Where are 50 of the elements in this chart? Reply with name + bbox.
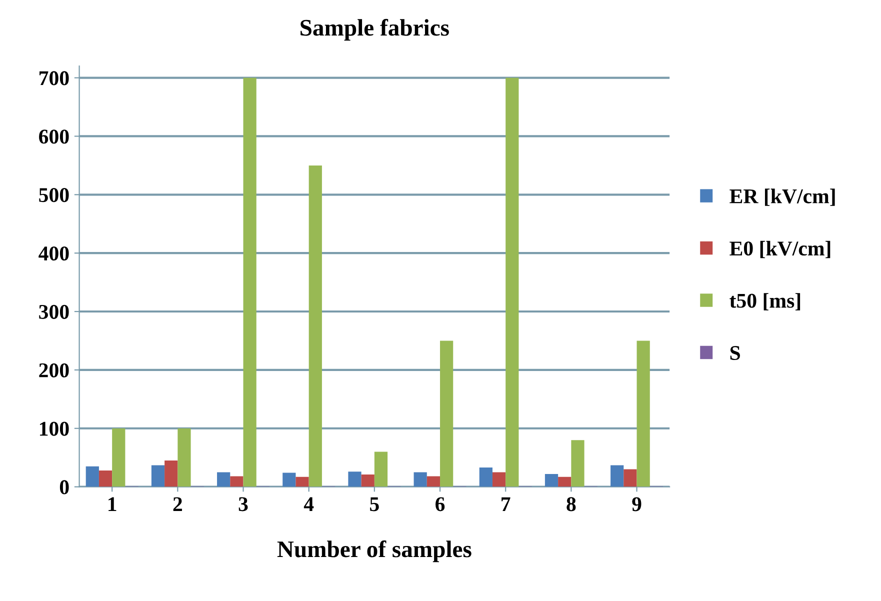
x-tick-label: 9 — [632, 497, 642, 512]
y-tick-label: 300 — [39, 304, 69, 319]
bar — [112, 428, 126, 487]
bar — [506, 78, 519, 487]
bar — [217, 472, 230, 487]
y-tick-label: 0 — [60, 480, 69, 494]
x-tick-label: 3 — [238, 497, 248, 512]
x-tick-label: 5 — [370, 497, 379, 512]
x-tick-label: 4 — [304, 497, 314, 511]
bar — [308, 165, 322, 487]
bar — [230, 476, 244, 487]
bar — [492, 472, 506, 487]
bar — [374, 452, 388, 487]
bar — [414, 472, 427, 487]
bar — [178, 428, 191, 487]
bar — [151, 465, 165, 487]
bar — [624, 469, 637, 487]
bar — [558, 476, 572, 487]
y-tick-label: 400 — [38, 246, 69, 261]
x-tick-label: 6 — [436, 497, 445, 512]
bar — [544, 474, 558, 487]
bar — [164, 460, 178, 487]
y-tick-label: 500 — [39, 188, 69, 202]
bar — [440, 340, 454, 487]
bar — [571, 440, 584, 487]
x-tick-label: 7 — [502, 497, 510, 511]
x-axis-title: Number of samples — [277, 540, 472, 562]
y-tick-label: 700 — [40, 71, 69, 86]
x-tick-label: 2 — [173, 497, 182, 511]
bar — [426, 476, 440, 487]
bar — [610, 465, 624, 487]
legend-label: S — [730, 346, 740, 360]
bar — [296, 476, 309, 487]
bar — [348, 472, 362, 487]
x-tick-label: 1 — [108, 497, 116, 511]
bar — [243, 78, 256, 487]
y-tick-label: 600 — [39, 130, 69, 144]
bar — [361, 474, 374, 487]
bar — [479, 468, 492, 487]
legend-label: t50 [ms] — [730, 293, 800, 310]
bar — [98, 470, 112, 487]
bar — [86, 466, 99, 487]
legend-label: E0 [kV/cm] — [730, 240, 830, 258]
y-tick-label: 100 — [40, 422, 69, 436]
chart-title: Sample fabrics — [300, 18, 449, 41]
bar — [636, 340, 650, 487]
legend-label: ER [kV/cm] — [730, 188, 835, 206]
bar — [282, 472, 296, 487]
y-tick-label: 200 — [39, 363, 69, 378]
x-tick-label: 8 — [566, 497, 576, 512]
